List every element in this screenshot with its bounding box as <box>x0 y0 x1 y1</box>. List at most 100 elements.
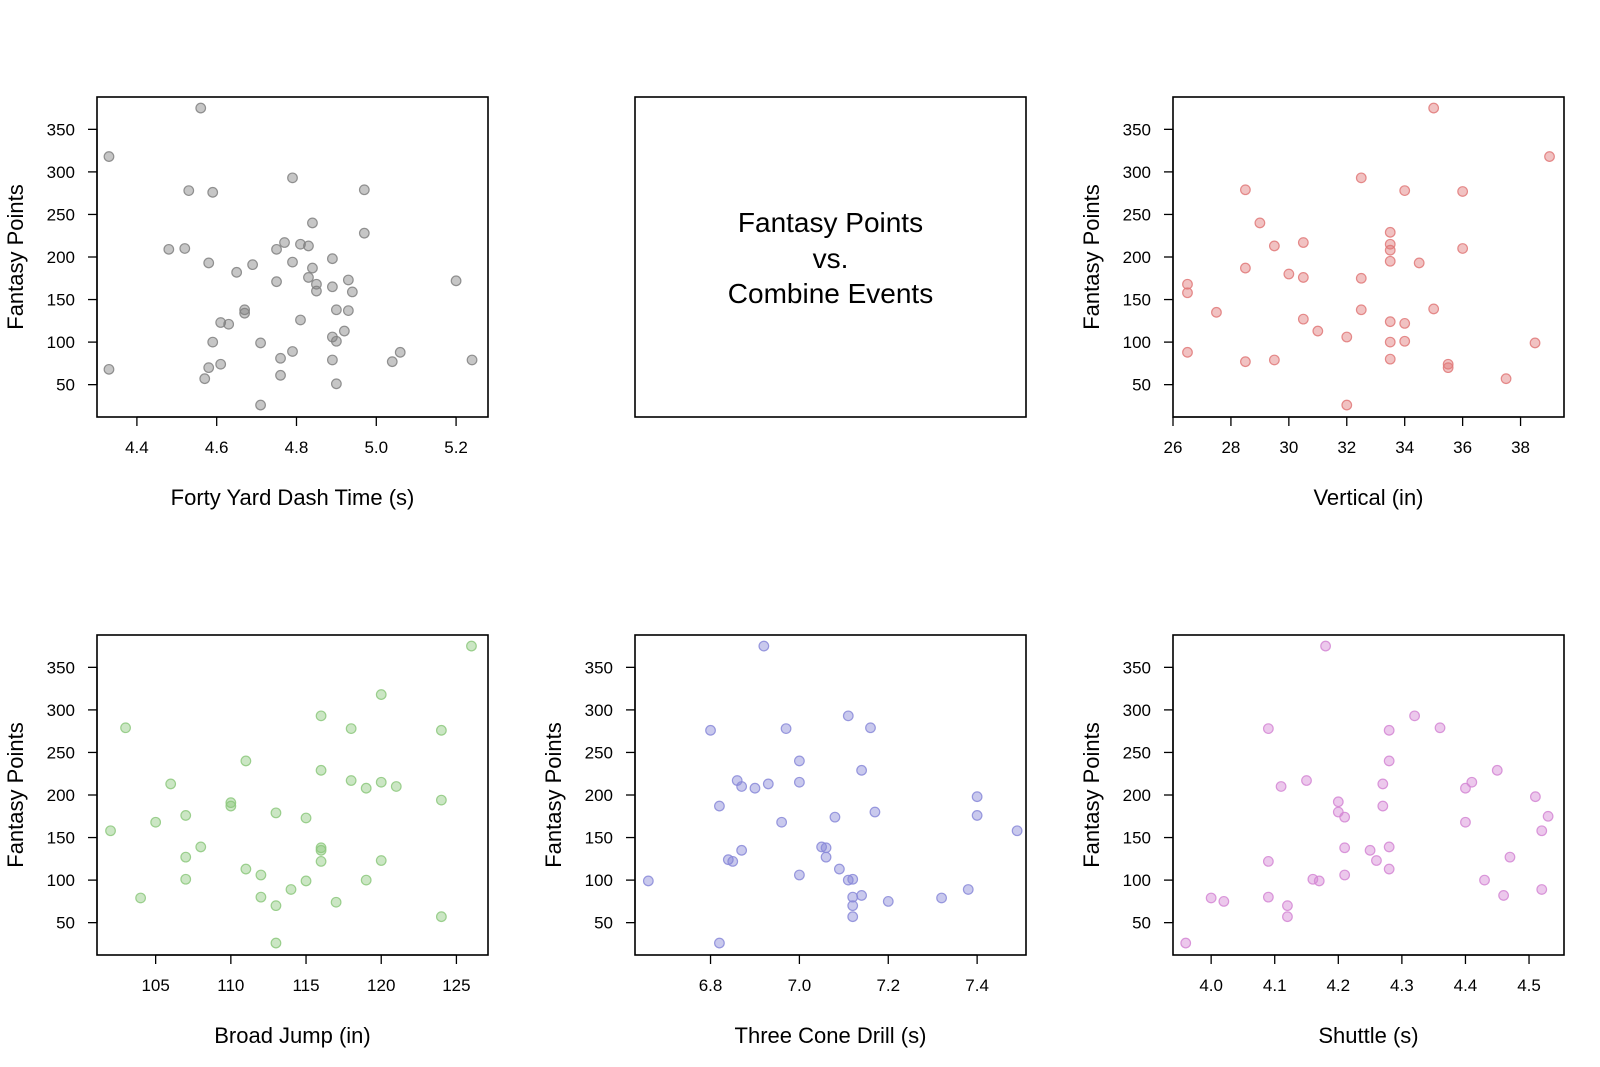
data-point <box>1413 257 1425 269</box>
data-point <box>179 243 191 254</box>
y-tick-label: 100 <box>47 871 75 890</box>
data-point <box>847 911 859 923</box>
y-tick-label: 350 <box>585 658 613 677</box>
data-point <box>303 240 314 252</box>
data-point <box>180 873 192 885</box>
data-point <box>435 724 447 736</box>
data-point <box>1457 243 1469 254</box>
data-point <box>1479 874 1490 886</box>
data-point <box>394 346 406 358</box>
data-point <box>1466 776 1478 788</box>
data-point <box>271 276 282 288</box>
x-tick-label: 4.6 <box>205 438 229 457</box>
data-point <box>300 812 312 824</box>
data-point <box>183 185 195 197</box>
data-point <box>865 722 876 734</box>
data-point <box>255 399 266 411</box>
data-point <box>1384 226 1396 238</box>
data-point <box>847 900 859 912</box>
data-point <box>358 184 370 196</box>
x-tick-label: 125 <box>442 976 470 995</box>
x-tick-label: 5.2 <box>444 438 468 457</box>
data-point <box>1341 399 1353 411</box>
data-point <box>103 151 115 162</box>
data-point <box>165 778 177 790</box>
data-point <box>303 272 314 283</box>
data-point <box>466 640 477 652</box>
y-tick-label: 250 <box>585 743 613 762</box>
data-point <box>1383 863 1395 875</box>
data-point <box>1536 884 1548 895</box>
data-point <box>287 172 298 184</box>
data-point <box>375 776 387 788</box>
data-point <box>330 304 342 316</box>
data-point <box>833 863 845 875</box>
y-tick-label: 100 <box>1123 333 1151 352</box>
data-point <box>375 689 387 700</box>
y-tick-label: 200 <box>47 248 75 267</box>
data-point <box>1371 855 1382 866</box>
data-point <box>1384 255 1396 267</box>
data-point <box>705 724 716 736</box>
y-tick-label: 150 <box>585 829 613 848</box>
data-point <box>150 816 162 828</box>
data-point <box>1332 796 1344 808</box>
data-point <box>1544 151 1555 162</box>
data-point <box>275 352 286 364</box>
data-point <box>1399 185 1411 197</box>
data-point <box>793 755 805 767</box>
x-tick-label: 4.5 <box>1517 976 1541 995</box>
data-point <box>135 892 147 904</box>
scatter-panel-2: 26 28 30 32 34 36 38 50 100 150 200 250 300 350 Vertic… <box>1079 96 1565 510</box>
data-point <box>714 800 725 812</box>
data-point <box>120 722 131 734</box>
x-tick-label: 120 <box>367 976 395 995</box>
data-point <box>287 346 298 357</box>
x-tick-label: 4.1 <box>1263 976 1287 995</box>
data-point <box>736 781 748 792</box>
x-tick-label: 28 <box>1221 438 1240 457</box>
data-point <box>1442 362 1454 374</box>
data-point <box>1542 810 1554 822</box>
data-point <box>315 842 327 854</box>
x-tick-label: 7.2 <box>876 976 900 995</box>
data-point <box>307 262 318 274</box>
data-point <box>727 855 739 867</box>
data-point <box>239 304 251 316</box>
data-point <box>1460 816 1471 828</box>
title-panel-frame <box>634 96 1027 418</box>
y-axis-title: Fantasy Points <box>1079 184 1104 330</box>
x-tick-label: 36 <box>1453 438 1472 457</box>
scatter-panel-3: 105 110 115 120 125 50 100 150 200 250 300 350 Broad… <box>3 634 489 1048</box>
y-tick-label: 350 <box>1123 120 1151 139</box>
data-point <box>1529 337 1541 349</box>
data-point <box>231 266 243 278</box>
data-point <box>270 900 282 912</box>
data-point <box>829 811 841 823</box>
data-point <box>275 369 286 381</box>
data-point <box>1384 336 1396 348</box>
y-tick-label: 300 <box>585 701 613 720</box>
data-point <box>642 875 654 887</box>
data-point <box>435 794 447 806</box>
data-point <box>780 723 792 735</box>
data-point <box>195 841 207 853</box>
x-tick-label: 4.4 <box>1454 976 1478 995</box>
x-tick-label: 110 <box>217 976 244 995</box>
data-point <box>105 825 116 837</box>
data-point <box>326 354 338 366</box>
y-tick-label: 250 <box>47 205 75 224</box>
data-point <box>207 336 219 348</box>
data-point <box>1383 724 1395 736</box>
data-point <box>1355 272 1367 284</box>
data-point <box>285 884 297 895</box>
data-point <box>1536 825 1548 837</box>
data-point <box>330 378 342 390</box>
data-point <box>1313 875 1325 887</box>
data-point <box>195 102 207 114</box>
data-point <box>375 855 387 866</box>
data-point <box>1262 723 1274 735</box>
data-point <box>345 723 357 735</box>
data-point <box>1383 755 1395 767</box>
